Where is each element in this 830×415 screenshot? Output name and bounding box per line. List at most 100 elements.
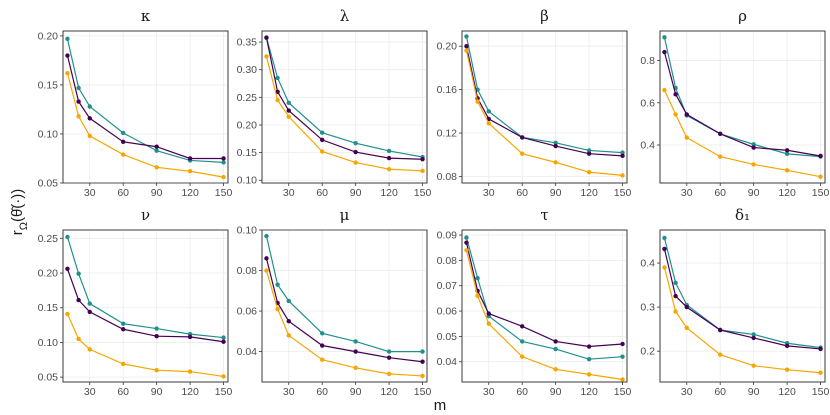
data-point-purple xyxy=(818,346,823,352)
data-point-purple xyxy=(673,92,678,97)
y-tick-label: 0.8 xyxy=(640,55,655,67)
panel-frame xyxy=(461,229,628,383)
data-point-purple xyxy=(784,343,790,349)
data-point-teal xyxy=(662,35,667,40)
panel-title: δ₁ xyxy=(735,206,750,224)
data-point-orange xyxy=(586,372,592,377)
panel-frame xyxy=(461,30,628,184)
data-point-purple xyxy=(87,116,92,121)
data-point-orange xyxy=(420,373,425,379)
y-tick-label: 0.20 xyxy=(38,268,59,280)
data-point-orange xyxy=(586,169,592,175)
y-tick-label: 0.08 xyxy=(437,255,458,267)
data-point-purple xyxy=(320,137,325,143)
data-point-teal xyxy=(784,151,790,157)
y-tick-label: 0.3 xyxy=(640,302,655,314)
y-tick-label: 0.6 xyxy=(640,97,655,109)
data-point-purple xyxy=(818,153,823,159)
data-point-orange xyxy=(751,363,756,368)
y-axis-title: rΩ(θ̂(·)) xyxy=(9,189,30,236)
data-point-teal xyxy=(275,282,280,287)
x-tick-label: 90 xyxy=(748,187,760,199)
x-tick-label: 30 xyxy=(483,187,495,199)
data-point-purple xyxy=(121,327,126,332)
panel-border xyxy=(261,229,428,383)
data-point-teal xyxy=(751,142,756,147)
x-tick-label: 30 xyxy=(681,187,693,199)
data-point-purple xyxy=(553,339,558,344)
x-tick-label: 150 xyxy=(614,187,632,199)
x-tick-label: 150 xyxy=(414,386,432,398)
panel-4: 0.4 0.6 0.8 30 60 90 120 150 ρ xyxy=(640,7,829,199)
y-tick-label: 0.4 xyxy=(640,258,655,270)
data-point-purple xyxy=(386,355,392,360)
y-tick-label: 0.12 xyxy=(437,128,458,140)
panel-2: 0.10 0.15 0.20 0.25 0.30 0.35 30 60 90 120 150 λ xyxy=(237,7,432,199)
data-point-orange xyxy=(784,367,790,372)
panel-3: 0.08 0.12 0.16 0.20 30 60 90 120 150 β xyxy=(437,7,632,199)
data-point-orange xyxy=(620,173,625,178)
data-point-teal xyxy=(464,34,469,39)
y-tick-label: 0.15 xyxy=(237,147,258,159)
data-point-orange xyxy=(486,121,491,126)
data-point-orange xyxy=(475,293,480,299)
x-tick-label: 30 xyxy=(681,386,693,398)
panel-title: ρ xyxy=(738,7,747,25)
x-tick-label: 30 xyxy=(84,386,96,398)
y-tick-label: 0.10 xyxy=(237,175,258,187)
data-point-teal xyxy=(353,339,358,344)
data-point-orange xyxy=(784,168,790,173)
x-tick-label: 90 xyxy=(350,187,362,199)
data-point-teal xyxy=(121,321,126,326)
y-tick-label: 0.25 xyxy=(38,233,59,245)
data-point-orange xyxy=(154,165,159,170)
data-point-orange xyxy=(718,352,723,357)
x-tick-label: 150 xyxy=(812,386,830,398)
data-point-orange xyxy=(76,336,81,342)
y-tick-label: 0.05 xyxy=(38,372,59,384)
data-point-orange xyxy=(187,169,193,174)
x-tick-label: 120 xyxy=(380,187,398,199)
data-point-purple xyxy=(353,349,358,354)
y-tick-label: 0.08 xyxy=(237,265,258,277)
data-point-orange xyxy=(187,369,193,374)
data-point-purple xyxy=(751,335,756,341)
data-point-purple xyxy=(520,135,525,140)
y-tick-label: 0.15 xyxy=(38,79,59,91)
data-point-orange xyxy=(386,166,392,172)
data-point-purple xyxy=(187,334,193,340)
data-point-orange xyxy=(662,265,667,270)
data-point-purple xyxy=(87,309,92,315)
data-point-orange xyxy=(286,333,291,338)
data-point-purple xyxy=(76,99,81,104)
panel-border xyxy=(659,30,826,184)
data-point-orange xyxy=(121,361,126,367)
y-axis-title-r: r xyxy=(9,230,26,235)
data-point-purple xyxy=(76,297,81,303)
data-point-teal xyxy=(586,148,592,153)
data-point-purple xyxy=(221,156,226,161)
panel-frame xyxy=(261,229,428,383)
panel-frame xyxy=(659,229,826,383)
data-point-purple xyxy=(386,155,392,161)
data-point-purple xyxy=(751,145,756,150)
x-tick-label: 150 xyxy=(614,386,632,398)
data-point-purple xyxy=(286,108,291,113)
data-point-orange xyxy=(320,357,325,362)
data-point-purple xyxy=(784,148,790,153)
y-tick-label: 0.10 xyxy=(237,225,258,237)
data-point-purple xyxy=(154,144,159,149)
data-point-purple xyxy=(586,344,592,349)
x-tick-label: 120 xyxy=(380,386,398,398)
x-tick-label: 90 xyxy=(151,386,163,398)
data-point-purple xyxy=(718,327,723,333)
x-tick-label: 150 xyxy=(414,187,432,199)
data-point-teal xyxy=(620,354,625,359)
x-tick-label: 150 xyxy=(812,187,830,199)
x-tick-label: 120 xyxy=(580,386,598,398)
data-point-purple xyxy=(65,266,70,272)
y-axis-title-theta: (θ̂(·)) xyxy=(9,189,26,222)
y-tick-label: 0.30 xyxy=(237,64,258,76)
data-point-orange xyxy=(275,97,280,103)
data-point-orange xyxy=(486,321,491,326)
